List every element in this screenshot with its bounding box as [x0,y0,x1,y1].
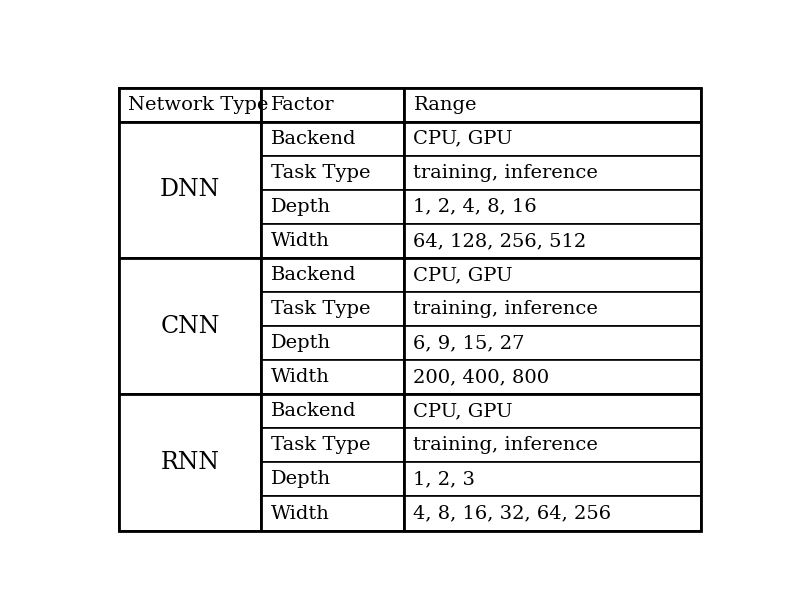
Bar [404,428,702,463]
Bar [262,360,404,394]
Bar [262,394,404,428]
Bar [262,258,404,292]
Text: Backend: Backend [270,402,356,420]
Text: 1, 2, 4, 8, 16: 1, 2, 4, 8, 16 [414,198,538,216]
Bar [404,463,702,496]
Text: 64, 128, 256, 512: 64, 128, 256, 512 [414,232,586,250]
Text: Width: Width [270,504,330,523]
Text: Task Type: Task Type [270,436,370,454]
Bar [118,122,262,258]
Bar [262,224,404,258]
Text: Task Type: Task Type [270,164,370,182]
Text: 6, 9, 15, 27: 6, 9, 15, 27 [414,334,525,352]
Text: Backend: Backend [270,266,356,284]
Text: RNN: RNN [161,451,219,474]
Bar [404,224,702,258]
Bar [262,292,404,326]
Text: Task Type: Task Type [270,300,370,318]
Bar [404,496,702,531]
Text: CPU, GPU: CPU, GPU [414,266,513,284]
Bar [262,326,404,360]
Bar [404,360,702,394]
Text: Width: Width [270,232,330,250]
Text: 200, 400, 800: 200, 400, 800 [414,368,550,386]
Text: 1, 2, 3: 1, 2, 3 [414,471,475,488]
Bar [404,122,702,155]
Text: Width: Width [270,368,330,386]
Text: Backend: Backend [270,130,356,147]
Text: CNN: CNN [160,315,220,338]
Text: CPU, GPU: CPU, GPU [414,130,513,147]
Text: training, inference: training, inference [414,300,598,318]
Bar [118,394,262,531]
Bar [404,258,702,292]
Bar [404,88,702,122]
Bar [118,88,262,122]
Bar [262,122,404,155]
Bar [404,292,702,326]
Text: DNN: DNN [160,178,220,201]
Bar [404,394,702,428]
Bar [262,463,404,496]
Bar [404,155,702,190]
Bar [262,496,404,531]
Bar [404,190,702,224]
Text: Network Type: Network Type [128,95,268,114]
Text: CPU, GPU: CPU, GPU [414,402,513,420]
Text: 4, 8, 16, 32, 64, 256: 4, 8, 16, 32, 64, 256 [414,504,611,523]
Bar [262,88,404,122]
Bar [404,326,702,360]
Text: Factor: Factor [270,95,334,114]
Bar [118,258,262,394]
Bar [262,428,404,463]
Text: training, inference: training, inference [414,164,598,182]
Text: Depth: Depth [270,198,331,216]
Bar [262,155,404,190]
Text: Depth: Depth [270,334,331,352]
Text: Depth: Depth [270,471,331,488]
Text: Range: Range [414,95,477,114]
Bar [262,190,404,224]
Text: training, inference: training, inference [414,436,598,454]
